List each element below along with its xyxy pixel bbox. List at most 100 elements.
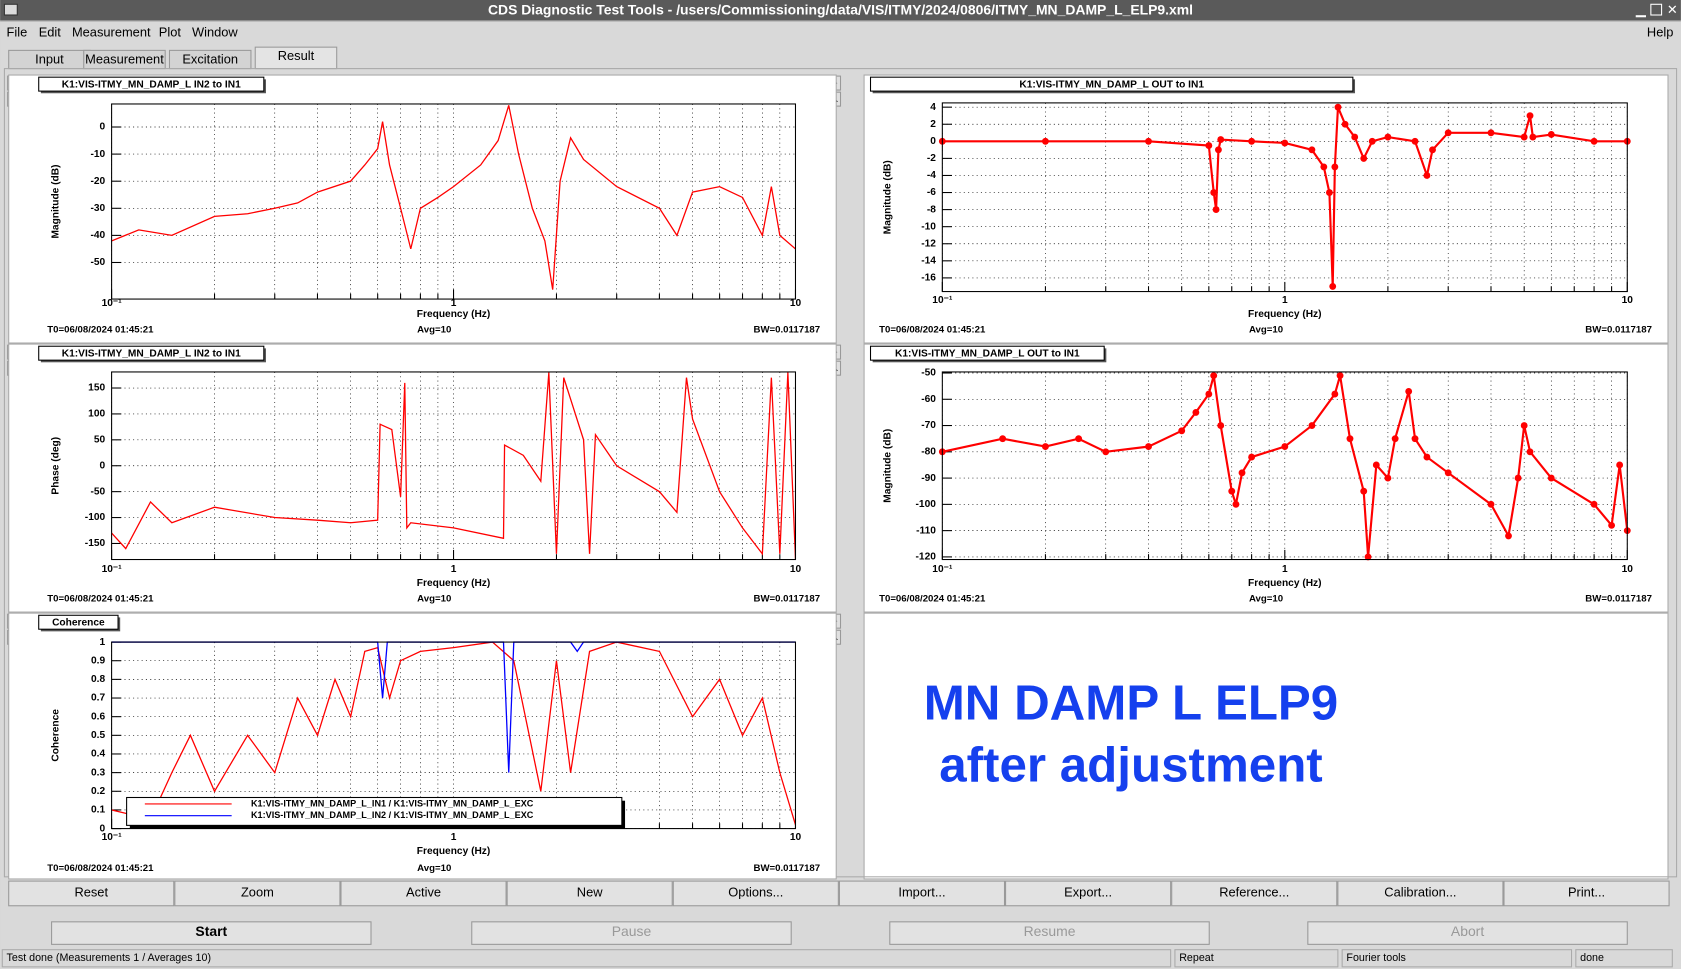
point (1360, 487, 1368, 495)
y-tick-label: -100 (85, 512, 106, 523)
button-label[interactable]: Export... (1064, 884, 1112, 899)
x-tick-label: 1 (451, 298, 457, 309)
button-label[interactable]: Calibration... (1384, 884, 1456, 899)
button[interactable] (340, 880, 507, 907)
chart-title: K1:VIS-ITMY_MN_DAMP_L IN2 to IN1 (62, 348, 241, 359)
chart-title: K1:VIS-ITMY_MN_DAMP_L OUT to IN1 (1019, 79, 1204, 90)
plot-area (111, 103, 796, 300)
point (1526, 112, 1534, 120)
maximize[interactable] (1650, 3, 1663, 16)
point (1205, 142, 1213, 150)
y-tick-label: 0.3 (91, 767, 105, 778)
footer-text: Avg=10 (417, 594, 451, 605)
point (1423, 172, 1431, 179)
control-label[interactable]: Resume (1024, 923, 1076, 939)
y-tick-label: 0.1 (91, 805, 105, 816)
window-icon[interactable] (3, 3, 18, 16)
button[interactable] (1171, 880, 1338, 907)
control-label[interactable]: Pause (612, 923, 652, 939)
point (1444, 129, 1452, 137)
point (1238, 469, 1246, 477)
legend-label: K1:VIS-ITMY_MN_DAMP_L_IN2 / K1:VIS-ITMY_… (251, 810, 534, 820)
menu-item[interactable]: Window (192, 25, 238, 40)
window-title: CDS Diagnostic Test Tools - /users/Commi… (488, 1, 1193, 17)
button-label[interactable]: New (577, 884, 603, 899)
point (1331, 163, 1339, 171)
tab-label[interactable]: Measurement (85, 51, 164, 66)
y-tick-label: -50 (90, 257, 105, 268)
y-tick-label: 0.6 (91, 711, 105, 722)
control-button[interactable] (1307, 921, 1628, 945)
point (1505, 532, 1512, 540)
y-tick-label: 0.7 (91, 693, 105, 704)
minimize[interactable]: ▁ (1635, 2, 1647, 18)
button[interactable] (174, 880, 341, 907)
point (1041, 137, 1049, 145)
footer-text: T0=06/08/2024 01:45:21 (879, 325, 986, 336)
button-label[interactable]: Reference... (1219, 884, 1289, 899)
y-tick-label: 0 (100, 823, 106, 834)
point (1336, 372, 1344, 380)
button[interactable] (1005, 880, 1172, 907)
button[interactable] (1503, 880, 1670, 907)
button-label[interactable]: Import... (898, 884, 945, 899)
y-tick-label: -40 (90, 230, 105, 241)
tab-label[interactable]: Input (35, 51, 64, 66)
title-box (38, 76, 265, 92)
button-label[interactable]: Active (406, 884, 441, 899)
legend (126, 796, 623, 826)
tab-label[interactable]: Result (278, 48, 315, 63)
point (1212, 206, 1220, 214)
point (1334, 103, 1342, 111)
annotation: MN DAMP L ELP9 (924, 675, 1339, 730)
footer-text: Avg=10 (417, 325, 451, 336)
control-label[interactable]: Start (195, 923, 227, 939)
plot-area (942, 371, 1628, 560)
button[interactable] (8, 880, 175, 907)
y-tick-label: -10 (90, 149, 105, 160)
point (1214, 146, 1222, 154)
y-tick-label: -70 (921, 420, 936, 431)
menu-item[interactable]: Measurement (72, 25, 151, 40)
point (1487, 500, 1495, 508)
button-label[interactable]: Print... (1568, 884, 1605, 899)
point (1444, 469, 1452, 477)
point (1248, 137, 1256, 145)
point (1423, 453, 1431, 461)
button[interactable] (1337, 880, 1504, 907)
point (1391, 435, 1399, 443)
tab-label[interactable]: Excitation (182, 51, 238, 66)
button[interactable] (506, 880, 673, 907)
point (1514, 474, 1522, 482)
menu-item[interactable]: Plot (159, 25, 182, 40)
menu-item[interactable]: Edit (39, 25, 62, 40)
control-label[interactable]: Abort (1451, 923, 1484, 939)
button-label[interactable]: Options... (728, 884, 783, 899)
y-tick-label: -14 (921, 256, 936, 267)
menu-help[interactable]: Help (1647, 25, 1673, 40)
chart-title: Coherence (52, 617, 105, 628)
x-tick-label: 10 (790, 298, 802, 309)
point (1547, 474, 1555, 482)
button[interactable] (838, 880, 1006, 907)
plot-frame (111, 371, 797, 561)
point (1178, 427, 1186, 435)
y-tick-label: -100 (916, 499, 937, 510)
menu-item[interactable]: File (7, 25, 28, 40)
point (1526, 448, 1534, 456)
series-line (111, 105, 796, 290)
x-tick-label: 1 (1282, 564, 1288, 575)
button[interactable] (672, 880, 839, 907)
control-button[interactable] (51, 921, 372, 945)
point (1341, 120, 1349, 128)
point (1487, 129, 1495, 137)
control-button[interactable] (889, 921, 1210, 945)
control-button[interactable] (471, 921, 792, 945)
button-label[interactable]: Reset (74, 884, 108, 899)
close[interactable]: ✕ (1667, 2, 1678, 17)
footer-text: BW=0.0117187 (1585, 325, 1652, 336)
y-tick-label: -16 (921, 273, 936, 284)
point (1320, 163, 1328, 171)
button-label[interactable]: Zoom (241, 884, 274, 899)
